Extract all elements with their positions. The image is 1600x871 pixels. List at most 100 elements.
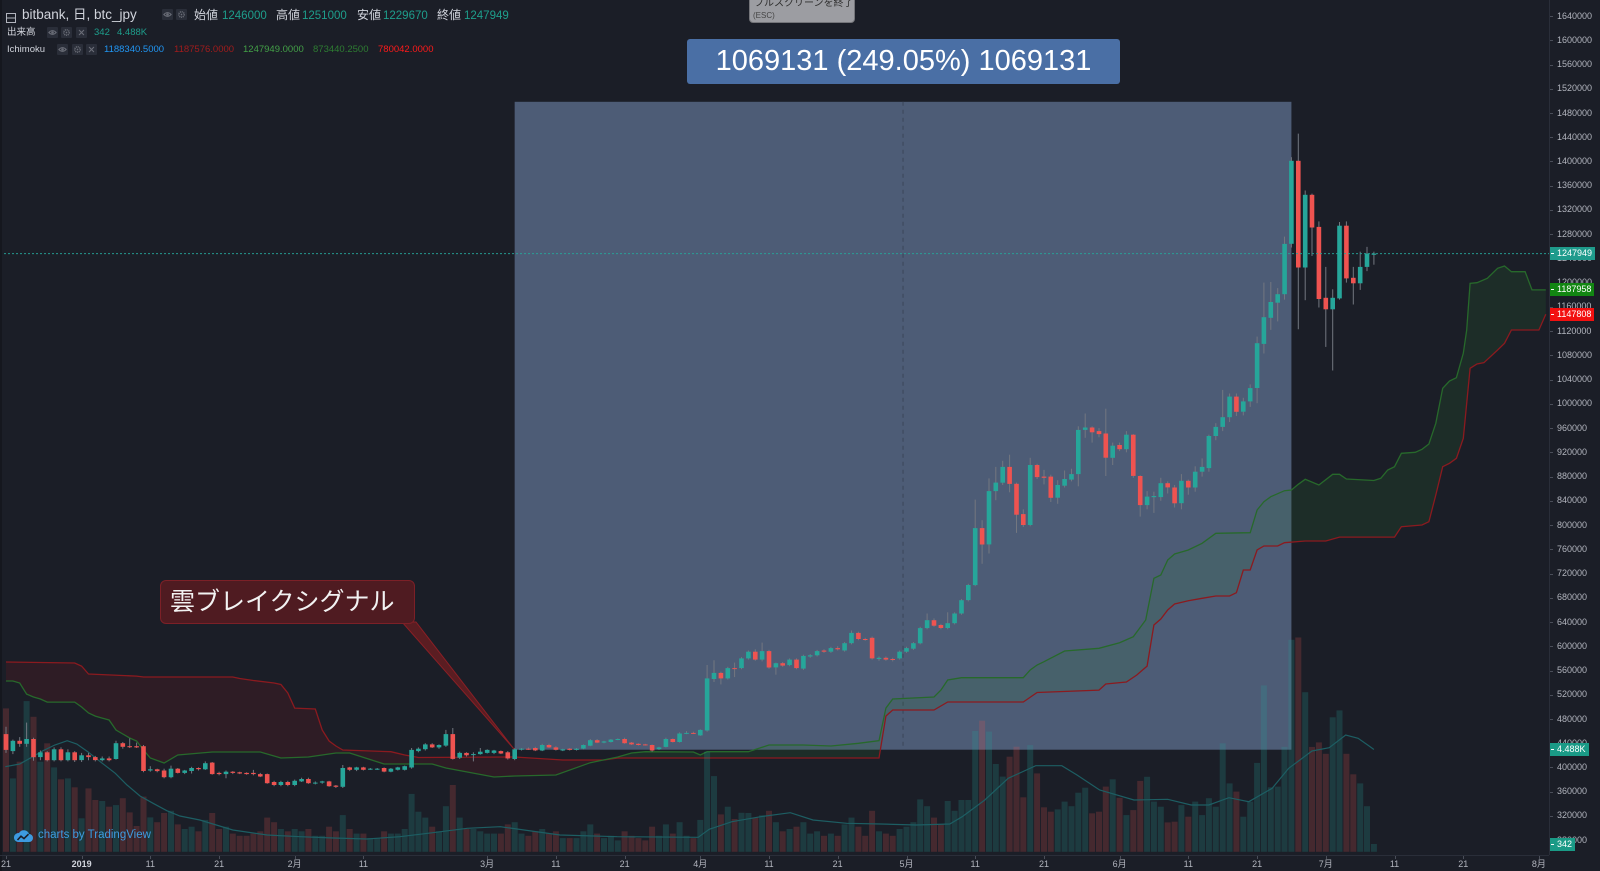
candle-body <box>168 768 174 778</box>
volume-bar <box>1082 787 1089 852</box>
price-range-measure-label[interactable]: 1069131 (249.05%) 1069131 <box>687 39 1120 84</box>
tradingview-cloud-icon[interactable] <box>13 829 33 843</box>
price-axis-tick <box>1550 694 1553 696</box>
candle-body <box>1261 317 1267 344</box>
volume-bar <box>738 812 745 852</box>
volume-bar <box>862 835 869 852</box>
time-axis-label: 21 <box>0 859 12 869</box>
candle-body <box>1213 426 1219 436</box>
volume-bar <box>387 833 394 852</box>
candle-body <box>3 734 9 750</box>
candle-body <box>807 655 813 657</box>
badge-text: 1147808 <box>1557 308 1592 319</box>
candle-body <box>952 613 957 624</box>
eye-icon[interactable] <box>57 43 68 55</box>
volume-bar <box>786 829 793 852</box>
volume-bar <box>236 835 243 852</box>
time-axis-label: 3月 <box>480 859 495 869</box>
charts-by-tradingview-link[interactable]: charts by TradingView <box>38 829 151 841</box>
ichimoku-lead-a-value: 873440.2500 <box>313 43 369 55</box>
volume-bar <box>1288 639 1295 852</box>
time-axis-tick <box>700 856 702 859</box>
time-axis-label: 21 <box>1252 859 1263 869</box>
candle-body <box>93 757 98 761</box>
volume-bar <box>594 833 601 852</box>
candle-body <box>883 657 889 660</box>
ichimoku-indicator-label[interactable]: Ichimoku <box>7 43 46 55</box>
gear-icon[interactable] <box>176 9 187 20</box>
volume-bar <box>841 824 848 852</box>
gear-icon[interactable] <box>61 27 72 38</box>
collapse-legend-icon[interactable] <box>6 10 16 23</box>
time-axis-tick <box>1463 856 1465 859</box>
plot-area[interactable] <box>0 101 1549 852</box>
candle-body <box>1158 483 1164 498</box>
volume-bar <box>1205 798 1212 852</box>
volume-bar <box>161 813 168 852</box>
volume-ma-line <box>5 734 1375 840</box>
candle-body <box>1351 277 1356 284</box>
volume-bar <box>669 833 676 852</box>
volume-bar <box>1013 746 1020 852</box>
candle-body <box>1062 479 1067 486</box>
price-axis-label: 1440000 <box>1557 131 1593 142</box>
window-left-edge <box>0 0 2 871</box>
volume-bar <box>958 800 965 852</box>
volume-bar <box>1240 816 1247 852</box>
badge-tick <box>1551 289 1554 291</box>
callout-pointer[interactable] <box>400 621 515 750</box>
candle-body <box>381 768 387 772</box>
candle-body <box>99 758 105 761</box>
time-axis-tick <box>1044 856 1045 859</box>
badge-tick <box>1551 313 1554 315</box>
candle-body <box>732 668 737 670</box>
volume-bar <box>772 822 779 852</box>
volume-bar <box>319 835 326 852</box>
price-axis-label: 600000 <box>1557 640 1588 651</box>
candle-body <box>691 732 696 734</box>
volume-bar <box>937 824 944 852</box>
candle-body <box>670 739 676 742</box>
cloud-break-signal-callout[interactable]: 雲ブレイクシグナル <box>160 580 415 624</box>
volume-bar <box>181 829 188 852</box>
volume-bar <box>1267 787 1274 852</box>
volume-bar <box>649 826 656 852</box>
candle-body <box>141 746 146 771</box>
candle-body <box>869 637 875 659</box>
time-axis-tick <box>294 856 296 859</box>
candle-body <box>429 744 435 748</box>
volume-indicator-label[interactable]: 出来高 <box>7 27 36 38</box>
candle-body <box>299 779 304 782</box>
ichimoku-lead-b-value: 780042.0000 <box>378 43 434 55</box>
candle-body <box>1337 225 1342 299</box>
price-axis[interactable]: 1640000 1600000 1560000 1520000 1480000 14400… <box>1549 0 1600 855</box>
ichimoku-lagging-value: 1247949.0000 <box>243 43 304 55</box>
volume-bar <box>429 826 436 852</box>
badge-text: 4.488K <box>1557 744 1586 754</box>
volume-series <box>3 637 1377 852</box>
volume-bar <box>99 801 106 852</box>
volume-bar <box>972 731 979 852</box>
candle-body <box>79 755 84 761</box>
symbol-title[interactable]: bitbank, 日, btc_jpy <box>22 7 137 22</box>
low-label: 安値 <box>357 8 382 22</box>
close-icon[interactable] <box>86 43 97 55</box>
eye-icon[interactable] <box>162 9 173 20</box>
candle-body <box>801 655 806 669</box>
ichimoku-conversion-value: 1188340.5000 <box>104 43 165 55</box>
volume-bar <box>876 831 882 852</box>
volume-bar <box>1295 637 1302 852</box>
volume-bar <box>951 810 958 852</box>
volume-bar <box>745 813 752 852</box>
volume-bar <box>986 731 992 852</box>
time-axis[interactable]: 21 2019 11 21 2月 11 3月 11 21 4月 11 21 5月 11 21 6月 11 21 7月… <box>0 855 1549 871</box>
close-icon[interactable] <box>76 27 87 38</box>
candle-body <box>1165 483 1170 488</box>
gear-icon[interactable] <box>72 43 83 55</box>
volume-bar <box>284 831 291 852</box>
eye-icon[interactable] <box>47 27 58 38</box>
open-label: 始値 <box>194 8 219 22</box>
price-axis-tick <box>1550 719 1553 720</box>
candle-body <box>189 768 194 771</box>
